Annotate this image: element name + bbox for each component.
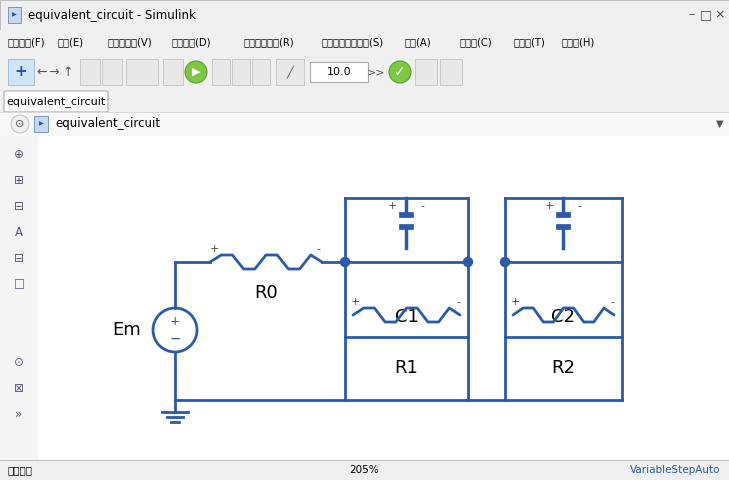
Text: C2: C2 (552, 308, 575, 326)
Text: equivalent_circuit: equivalent_circuit (55, 118, 160, 131)
Text: □: □ (13, 277, 25, 290)
Text: ファイル(F): ファイル(F) (8, 37, 45, 48)
Bar (440, 59, 462, 85)
Text: ↑: ↑ (63, 65, 73, 79)
Circle shape (11, 115, 29, 133)
Text: ヘルプ(H): ヘルプ(H) (562, 37, 596, 48)
Bar (212, 59, 230, 85)
Bar (0, 136, 38, 460)
Bar (8, 59, 34, 85)
Bar (34, 116, 48, 132)
Text: ▶: ▶ (12, 12, 17, 17)
Bar (80, 59, 100, 85)
Text: -: - (610, 297, 614, 307)
Text: ⊕: ⊕ (14, 147, 24, 160)
Text: 準備完了: 準備完了 (8, 465, 33, 475)
Text: コード(C): コード(C) (460, 37, 493, 48)
Text: ←: ← (36, 65, 47, 79)
Bar (556, 224, 571, 228)
Text: ⊠: ⊠ (14, 382, 24, 395)
Bar (415, 59, 437, 85)
Text: -: - (421, 201, 424, 211)
Text: -: - (456, 297, 460, 307)
Text: →: → (49, 65, 59, 79)
Text: ✓: ✓ (394, 65, 406, 80)
Text: ×: × (714, 9, 725, 22)
Text: +: + (351, 297, 359, 307)
Bar (8, 7, 21, 23)
Bar (252, 59, 270, 85)
Bar (0, 55, 729, 90)
Text: -: - (577, 201, 582, 211)
Bar (163, 59, 183, 85)
Text: 編集(E): 編集(E) (58, 37, 84, 48)
Text: VariableStepAuto: VariableStepAuto (630, 465, 720, 475)
Circle shape (501, 257, 510, 266)
Text: □: □ (700, 9, 712, 22)
Text: R1: R1 (394, 359, 418, 377)
Text: -: - (316, 244, 320, 254)
Text: ⊙: ⊙ (15, 119, 25, 129)
Bar (399, 212, 413, 216)
Bar (399, 224, 413, 228)
Bar (0, 90, 729, 112)
Text: »: » (15, 408, 23, 420)
Bar (38, 136, 729, 460)
Text: +: + (388, 201, 397, 211)
Bar (232, 59, 250, 85)
Text: 解析(A): 解析(A) (405, 37, 432, 48)
Text: ▼: ▼ (717, 119, 724, 129)
Bar (0, 30, 729, 55)
Circle shape (185, 61, 207, 83)
Text: シミュレーション(S): シミュレーション(S) (322, 37, 384, 48)
Text: +: + (545, 201, 554, 211)
Bar (0, 0, 729, 30)
Bar (102, 59, 122, 85)
Text: ╱: ╱ (286, 66, 293, 78)
Text: ⊟: ⊟ (14, 200, 24, 213)
Text: 205%: 205% (349, 465, 379, 475)
Text: +: + (510, 297, 520, 307)
Text: +: + (209, 244, 219, 254)
Bar (310, 62, 368, 82)
Text: −: − (169, 332, 181, 346)
Bar (556, 212, 571, 216)
Text: –: – (689, 9, 695, 22)
Text: R0: R0 (254, 284, 278, 302)
Text: ツール(T): ツール(T) (514, 37, 546, 48)
Circle shape (389, 61, 411, 83)
Bar (276, 59, 304, 85)
Text: >>: >> (367, 67, 385, 77)
Bar (0, 460, 729, 480)
Text: ⊞: ⊞ (14, 173, 24, 187)
Text: ▶: ▶ (192, 67, 200, 77)
Bar (0, 112, 729, 136)
Text: A: A (15, 226, 23, 239)
Bar (126, 59, 158, 85)
Text: ⊙: ⊙ (14, 356, 24, 369)
Text: +: + (170, 315, 180, 328)
Circle shape (464, 257, 472, 266)
Text: ▶: ▶ (39, 121, 43, 127)
Text: equivalent_circuit: equivalent_circuit (7, 96, 106, 107)
Text: 10.0: 10.0 (327, 67, 351, 77)
Text: C1: C1 (394, 308, 418, 326)
Text: ブロック線図(R): ブロック線図(R) (244, 37, 295, 48)
Text: ⊟: ⊟ (14, 252, 24, 264)
Text: R2: R2 (552, 359, 575, 377)
Text: +: + (15, 64, 28, 80)
Text: ツール表示(V): ツール表示(V) (108, 37, 152, 48)
Text: 情報表示(D): 情報表示(D) (172, 37, 211, 48)
FancyBboxPatch shape (4, 91, 108, 112)
Text: Em: Em (112, 321, 141, 339)
Circle shape (340, 257, 349, 266)
Text: equivalent_circuit - Simulink: equivalent_circuit - Simulink (28, 9, 196, 22)
